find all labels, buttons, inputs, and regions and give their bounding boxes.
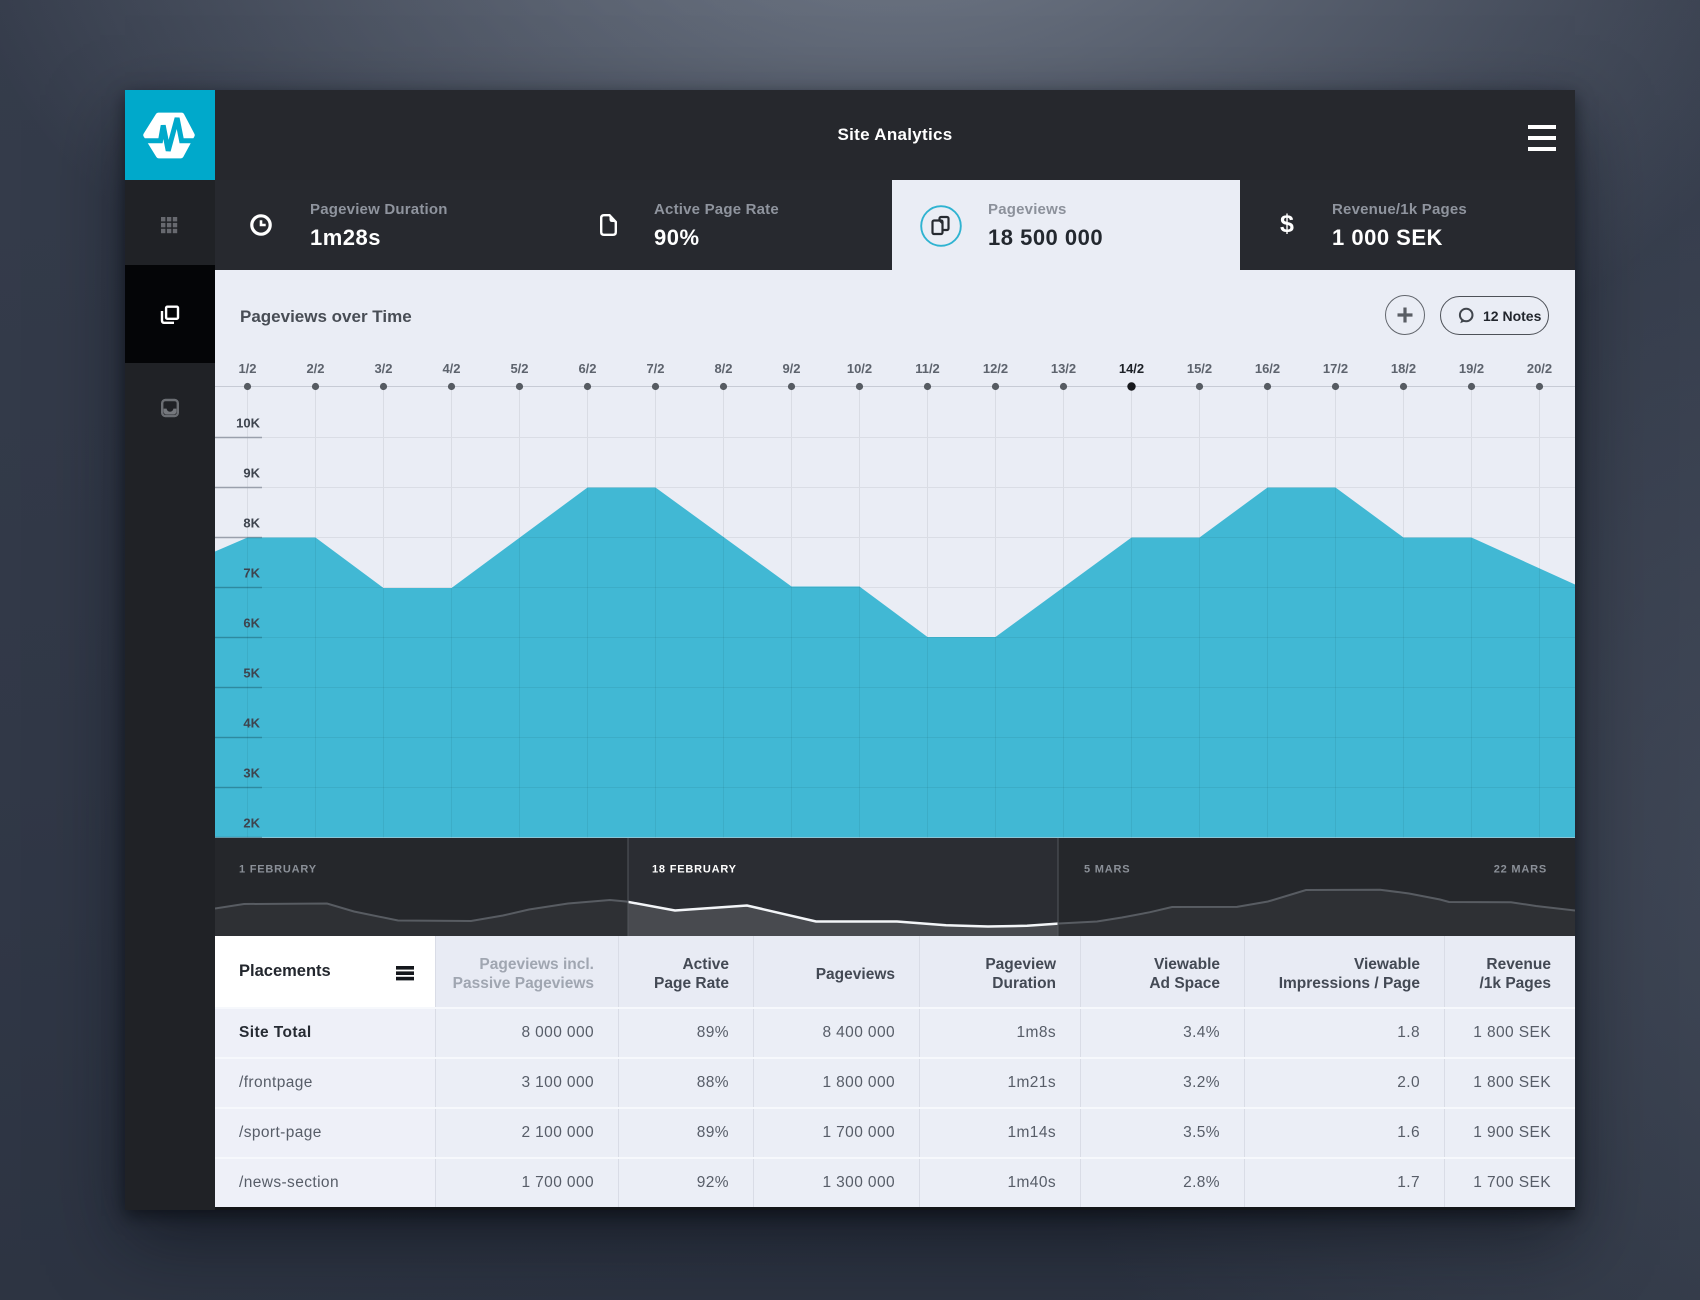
svg-text:17/2: 17/2	[1323, 361, 1348, 376]
svg-text:1/2: 1/2	[238, 361, 256, 376]
svg-text:9/2: 9/2	[782, 361, 800, 376]
svg-text:12/2: 12/2	[983, 361, 1008, 376]
svg-text:13/2: 13/2	[1051, 361, 1076, 376]
svg-text:9K: 9K	[243, 466, 260, 481]
svg-text:10/2: 10/2	[847, 361, 872, 376]
svg-text:19/2: 19/2	[1459, 361, 1484, 376]
svg-text:7K: 7K	[243, 566, 260, 581]
svg-text:20/2: 20/2	[1527, 361, 1552, 376]
svg-text:6K: 6K	[243, 616, 260, 631]
svg-text:3/2: 3/2	[374, 361, 392, 376]
svg-text:2K: 2K	[243, 816, 260, 831]
svg-text:11/2: 11/2	[915, 361, 940, 376]
svg-text:8/2: 8/2	[714, 361, 732, 376]
svg-text:18/2: 18/2	[1391, 361, 1416, 376]
svg-text:18 FEBRUARY: 18 FEBRUARY	[652, 863, 737, 875]
svg-text:22 MARS: 22 MARS	[1494, 863, 1547, 875]
svg-text:10K: 10K	[236, 416, 260, 431]
svg-text:5 MARS: 5 MARS	[1084, 863, 1130, 875]
svg-text:16/2: 16/2	[1255, 361, 1280, 376]
svg-text:4K: 4K	[243, 716, 260, 731]
svg-text:8K: 8K	[243, 516, 260, 531]
svg-text:7/2: 7/2	[646, 361, 664, 376]
svg-text:4/2: 4/2	[442, 361, 460, 376]
svg-text:5/2: 5/2	[510, 361, 528, 376]
svg-text:5K: 5K	[243, 666, 260, 681]
svg-text:15/2: 15/2	[1187, 361, 1212, 376]
svg-text:14/2: 14/2	[1119, 361, 1144, 376]
svg-text:3K: 3K	[243, 766, 260, 781]
svg-text:2/2: 2/2	[306, 361, 324, 376]
svg-text:6/2: 6/2	[578, 361, 596, 376]
svg-text:1 FEBRUARY: 1 FEBRUARY	[239, 863, 317, 875]
